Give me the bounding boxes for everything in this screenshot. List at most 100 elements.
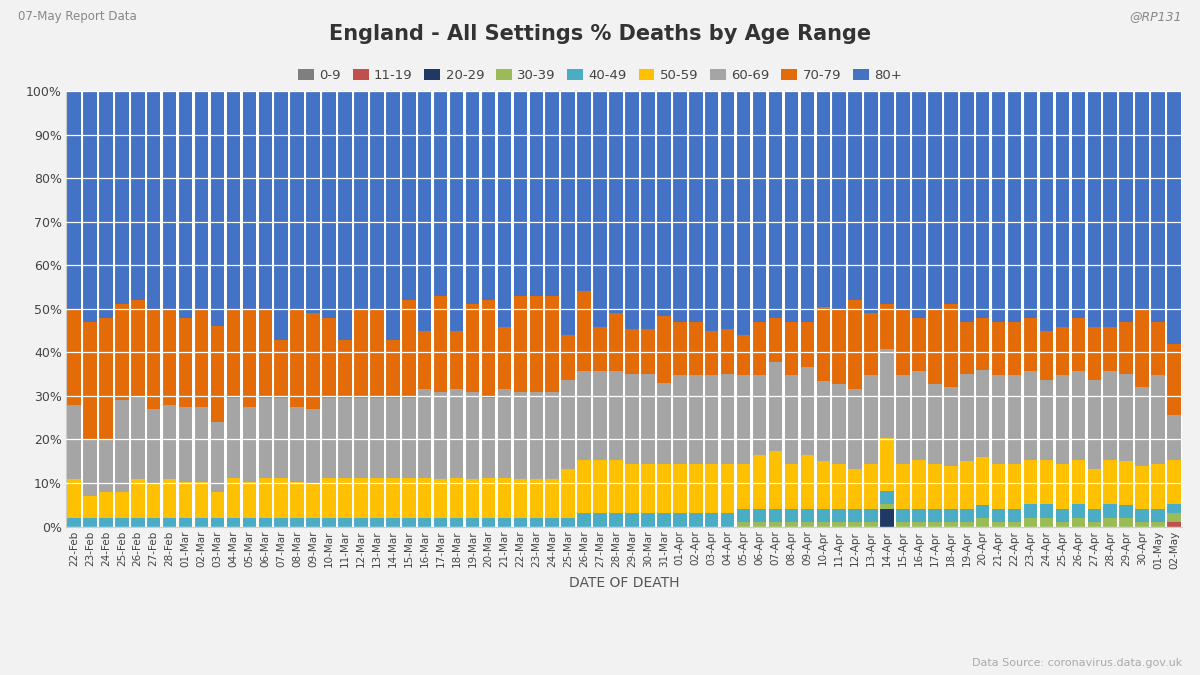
Bar: [481, 300, 496, 398]
Bar: [83, 496, 97, 518]
Bar: [242, 406, 256, 482]
Bar: [434, 91, 448, 296]
Bar: [466, 304, 479, 392]
Bar: [785, 464, 798, 509]
Bar: [1120, 518, 1133, 526]
Bar: [593, 91, 607, 327]
Bar: [704, 91, 719, 331]
Bar: [1087, 509, 1102, 522]
Bar: [1056, 522, 1069, 526]
Bar: [785, 322, 798, 375]
Bar: [960, 322, 973, 374]
Bar: [434, 296, 448, 391]
Bar: [370, 309, 384, 398]
Bar: [816, 460, 830, 509]
Bar: [354, 398, 367, 478]
Bar: [67, 479, 80, 518]
Bar: [1072, 318, 1085, 371]
Bar: [928, 384, 942, 464]
Bar: [306, 409, 320, 483]
Bar: [275, 340, 288, 398]
Bar: [402, 300, 415, 398]
Bar: [785, 522, 798, 526]
Bar: [242, 309, 256, 406]
Bar: [290, 482, 304, 518]
Bar: [498, 478, 511, 518]
Bar: [258, 478, 272, 518]
Bar: [848, 522, 862, 526]
Bar: [1024, 371, 1037, 460]
Bar: [593, 371, 607, 460]
Bar: [562, 91, 575, 335]
Bar: [466, 392, 479, 479]
Bar: [386, 340, 400, 398]
Bar: [163, 479, 176, 518]
Bar: [737, 91, 750, 335]
Bar: [785, 509, 798, 522]
Bar: [211, 91, 224, 326]
Bar: [450, 91, 463, 331]
Bar: [306, 518, 320, 526]
Bar: [689, 375, 702, 464]
Bar: [848, 509, 862, 522]
Bar: [179, 318, 192, 406]
Bar: [1024, 91, 1037, 318]
Bar: [1056, 327, 1069, 375]
Bar: [466, 91, 479, 304]
Bar: [864, 313, 878, 375]
Bar: [258, 309, 272, 398]
Bar: [354, 309, 367, 398]
Bar: [83, 91, 97, 322]
Bar: [864, 509, 878, 522]
Bar: [1039, 380, 1054, 460]
Bar: [323, 91, 336, 318]
Bar: [290, 406, 304, 482]
Bar: [769, 91, 782, 318]
Bar: [1056, 375, 1069, 464]
Bar: [131, 396, 144, 479]
Bar: [194, 309, 209, 406]
Bar: [498, 91, 511, 327]
Bar: [816, 91, 830, 306]
Bar: [577, 371, 590, 460]
Bar: [242, 518, 256, 526]
Bar: [658, 315, 671, 383]
Bar: [1120, 374, 1133, 461]
Bar: [721, 513, 734, 526]
Bar: [115, 518, 128, 526]
Bar: [179, 91, 192, 318]
Bar: [1135, 387, 1148, 466]
Bar: [418, 331, 432, 389]
Bar: [163, 91, 176, 309]
Bar: [370, 478, 384, 518]
Bar: [833, 309, 846, 384]
Bar: [1168, 91, 1181, 344]
Bar: [67, 309, 80, 404]
Bar: [769, 362, 782, 451]
Bar: [577, 91, 590, 291]
Bar: [131, 91, 144, 300]
Bar: [1024, 504, 1037, 518]
Bar: [131, 479, 144, 518]
Text: England - All Settings % Deaths by Age Range: England - All Settings % Deaths by Age R…: [329, 24, 871, 44]
Bar: [577, 460, 590, 513]
Bar: [610, 313, 623, 371]
Bar: [1135, 522, 1148, 526]
Bar: [704, 513, 719, 526]
Bar: [577, 291, 590, 371]
Bar: [529, 91, 544, 296]
Bar: [881, 437, 894, 491]
Bar: [275, 478, 288, 518]
Bar: [737, 509, 750, 522]
Bar: [1008, 509, 1021, 522]
Bar: [848, 91, 862, 300]
Bar: [418, 478, 432, 518]
Bar: [370, 91, 384, 309]
Bar: [816, 381, 830, 460]
Bar: [944, 387, 958, 466]
Bar: [1039, 518, 1054, 526]
Bar: [227, 309, 240, 398]
Bar: [562, 335, 575, 380]
Bar: [848, 300, 862, 389]
Bar: [514, 392, 527, 479]
